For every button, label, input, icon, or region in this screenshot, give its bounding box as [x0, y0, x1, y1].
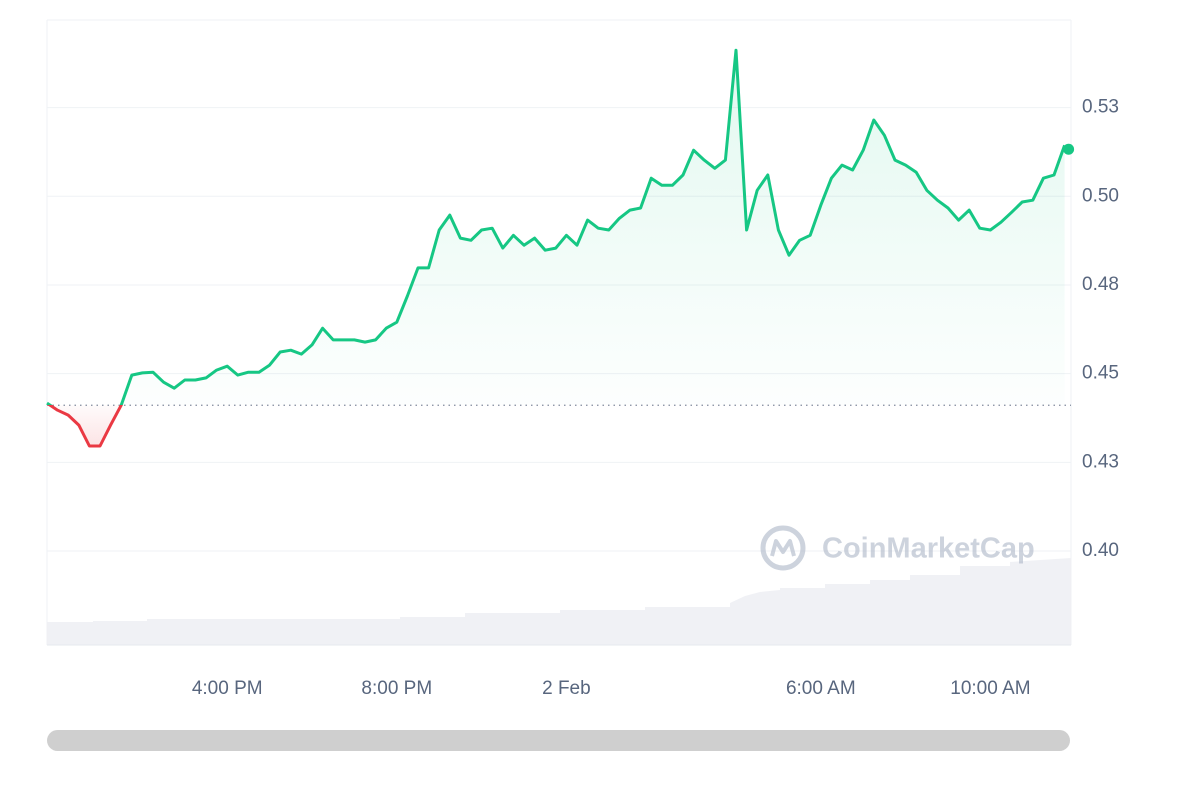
plot [46, 48, 1075, 448]
last-price-dot [1063, 143, 1075, 155]
scrollbar[interactable] [47, 730, 1070, 751]
price-line [46, 48, 1067, 448]
price-area [47, 50, 1065, 446]
volume-area [47, 558, 1071, 645]
watermark-logo-mark [770, 539, 796, 557]
watermark: CoinMarketCap [760, 525, 1035, 571]
x-tick-label: 10:00 AM [950, 678, 1030, 699]
y-tick-label: 0.53 [1082, 97, 1119, 118]
y-tick-label: 0.43 [1082, 451, 1119, 472]
y-tick-label: 0.45 [1082, 363, 1119, 384]
y-tick-label: 0.50 [1082, 185, 1119, 206]
watermark-text: CoinMarketCap [822, 533, 1035, 565]
x-tick-label: 4:00 PM [192, 678, 263, 699]
watermark-logo [760, 525, 806, 571]
x-tick-label: 2 Feb [542, 678, 591, 699]
x-tick-label: 6:00 AM [786, 678, 856, 699]
y-tick-label: 0.40 [1082, 540, 1119, 561]
y-tick-label: 0.48 [1082, 274, 1119, 295]
x-tick-label: 8:00 PM [361, 678, 432, 699]
